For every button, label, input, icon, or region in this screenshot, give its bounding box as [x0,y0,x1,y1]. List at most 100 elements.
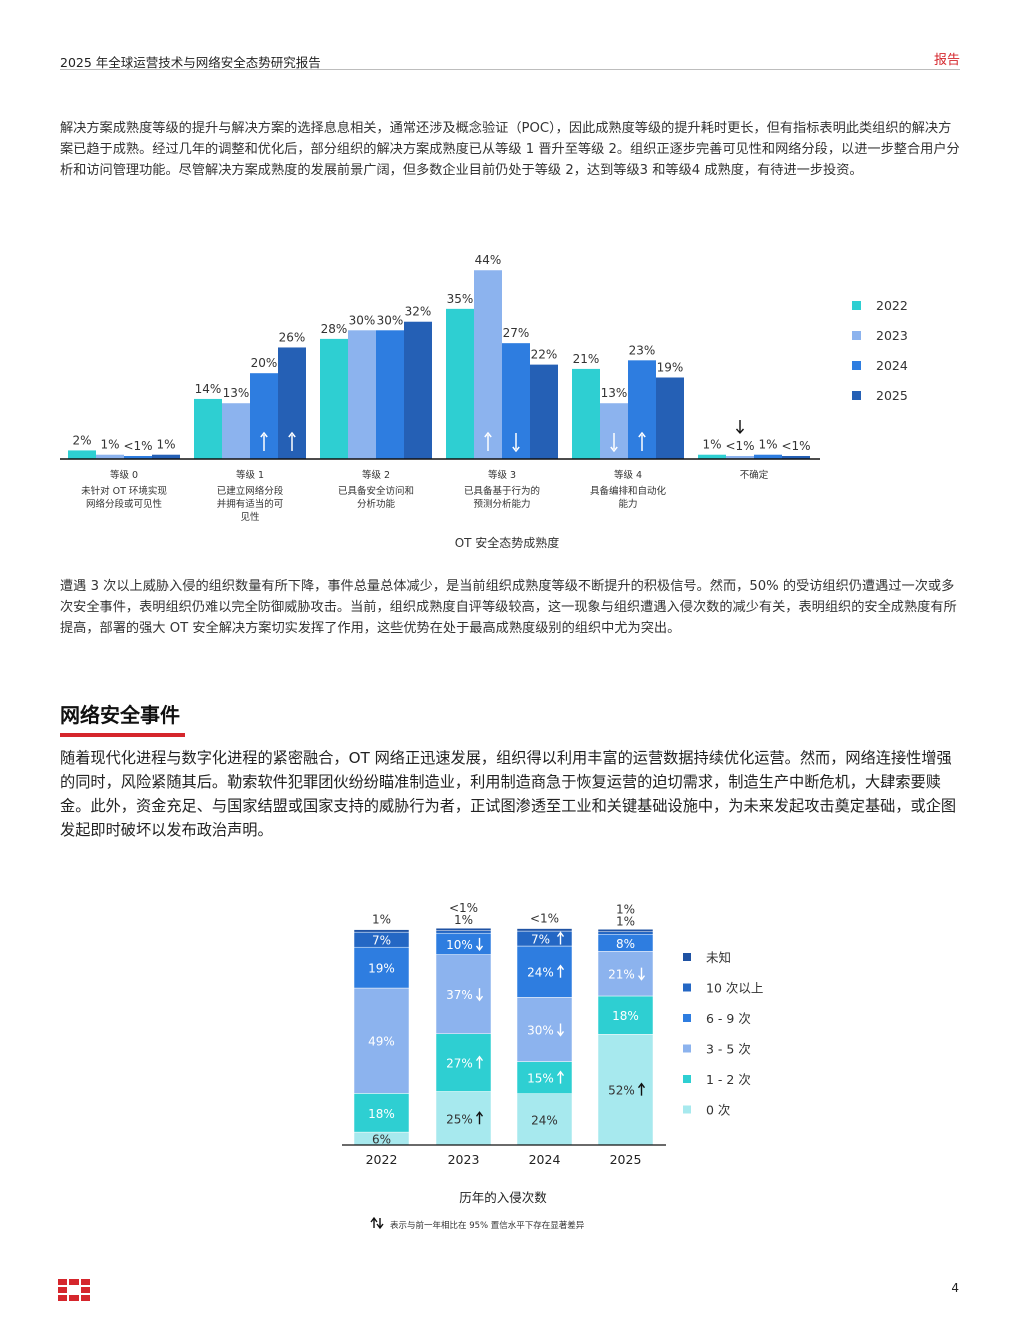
maturity-bar-2-2023 [348,330,376,459]
svg-text:2023: 2023 [876,328,908,343]
maturity-category-desc-2: 已具备安全访问和 [338,485,414,497]
significance-note: 表示与前一年相比在 95% 置信水平下存在显著差异 [370,1216,585,1231]
svg-text:未知: 未知 [706,950,731,965]
maturity-bar-3-2025 [530,364,558,459]
intrusion-arrow-up-icon [556,1070,565,1084]
page-number: 4 [951,1281,959,1295]
maturity-legend-item-2024: 2024 [852,358,908,373]
paragraph-intrusions: 遭遇 3 次以上威胁入侵的组织数量有所下降，事件总量总体减少，是当前组织成熟度等… [60,579,957,636]
intrusion-label-2022-0: 6% [372,1133,391,1147]
intrusion-segment-2025-2 [597,951,654,997]
maturity-bar-label-1-2022: 14% [195,382,222,396]
maturity-bar-label-2-2022: 28% [321,322,348,336]
maturity-category-5: 不确定 [740,469,769,481]
intrusion-arrow-up-icon [637,1082,646,1096]
maturity-category-0: 等级 0 [110,469,138,481]
intrusion-label-2024-5: <1% [530,912,559,926]
maturity-bar-label-3-2025: 22% [531,348,558,362]
intrusion-label-2024-2: 30% [527,1023,554,1037]
intrusion-label-2025-1: 18% [612,1009,639,1023]
intrusion-segment-2023-5 [435,927,492,931]
maturity-bar-label-3-2022: 35% [447,292,474,306]
intrusion-legend-item-0: 0 次 [683,1103,730,1118]
intrusion-label-2023-0: 25% [446,1112,473,1126]
maturity-bar-label-4-2025: 19% [657,360,684,374]
svg-text:3 - 5 次: 3 - 5 次 [706,1042,751,1057]
maturity-bar-5-2024 [754,454,782,459]
maturity-bar-label-0-2025: 1% [156,438,175,452]
intrusion-segment-2025-4 [597,931,654,935]
intrusion-segment-2024-1 [516,1061,573,1094]
intrusion-label-2025-0: 52% [608,1084,635,1098]
intrusion-arrow-down-icon [475,937,484,952]
maturity-arrow-up-icon [260,431,268,451]
header-title: 2025 年全球运营技术与网络安全态势研究报告 [60,55,321,70]
paragraph-cyber-events: 随着现代化进程与数字化进程的紧密融合，OT 网络正迅速发展，组织得以利用丰富的运… [60,749,957,839]
intrusion-label-2024-1: 15% [527,1072,554,1086]
maturity-bar-0-2025 [152,454,180,459]
maturity-bar-label-0-2022: 2% [72,433,91,447]
intrusion-legend-item-3: 6 - 9 次 [683,1011,751,1026]
maturity-bar-label-4-2023: 13% [601,386,628,400]
maturity-bar-label-5-2025: <1% [781,439,810,453]
maturity-chart-xlabel: OT 安全态势成熟度 [455,535,560,550]
header-report-tag[interactable]: 报告 [933,53,960,68]
header-divider [60,69,960,70]
intrusion-segment-2024-5 [516,928,573,932]
maturity-bar-2-2025 [404,321,432,459]
intrusion-arrow-up-icon [556,931,565,945]
maturity-arrow-down-icon [735,419,745,435]
maturity-bar-1-2023 [222,403,250,459]
maturity-category-desc-4: 能力 [618,498,637,510]
maturity-category-1: 等级 1 [236,469,264,481]
maturity-bar-0-2022 [68,450,96,459]
svg-text:6 - 9 次: 6 - 9 次 [706,1011,751,1026]
maturity-category-2: 等级 2 [362,469,390,481]
maturity-bar-4-2025 [656,377,684,459]
intrusion-label-2022-4: 7% [372,934,391,948]
maturity-chart-legend: 2022 2023 2024 2025 [852,298,908,403]
maturity-bar-label-1-2023: 13% [223,386,250,400]
maturity-bar-4-2022 [572,368,600,459]
maturity-category-desc-1: 并拥有适当的可 [217,498,284,510]
section-title: 网络安全事件 [60,703,180,727]
maturity-category-4: 等级 4 [614,469,642,481]
intrusion-label-2023-1: 27% [446,1057,473,1071]
maturity-bar-label-2-2023: 30% [349,313,376,327]
maturity-bar-5-2022 [698,454,726,459]
maturity-bar-4-2023 [600,403,628,459]
maturity-bar-1-2022 [194,398,222,459]
intrusion-arrow-down-icon [475,988,484,1002]
maturity-arrow-up-icon [288,431,296,451]
maturity-category-desc-3: 预测分析能力 [473,498,530,510]
intrusion-chart: 6%18%49%19%7%1%25%27%37%10%1%<1%24%15%30… [342,901,763,1231]
maturity-bar-5-2023 [726,455,754,459]
maturity-arrow-up-icon [484,431,492,451]
maturity-category-desc-3: 已具备基于行为的 [464,485,540,497]
svg-text:0 次: 0 次 [706,1103,730,1118]
maturity-bar-label-0-2024: <1% [123,439,152,453]
intrusion-legend-item-4: 10 次以上 [683,981,763,996]
intrusion-label-2024-0: 24% [531,1113,558,1127]
intrusion-category-2023: 2023 [448,1152,480,1167]
maturity-legend-item-2022: 2022 [852,298,908,313]
intrusion-arrow-up-icon [475,1055,484,1069]
intrusion-segment-2024-0 [516,1093,573,1146]
svg-text:2024: 2024 [876,358,908,373]
maturity-chart-bars: 2% 1% <1% 1%14% 13%20%26%28%30% 30%32%35%44%2… [68,253,811,459]
intrusion-label-2025-5: 1% [616,902,635,916]
intrusion-legend-item-1: 1 - 2 次 [683,1072,751,1087]
intrusion-segment-2024-2 [516,997,573,1062]
section-title-underline [60,733,185,737]
maturity-category-desc-1: 已建立网络分段 [217,485,284,497]
intrusion-chart-bars: 6%18%49%19%7%1%25%27%37%10%1%<1%24%15%30… [353,901,654,1147]
intrusion-arrow-up-icon [556,964,565,978]
intrusion-segment-2025-5 [597,929,654,933]
significance-note-text: 表示与前一年相比在 95% 置信水平下存在显著差异 [390,1220,585,1231]
maturity-legend-item-2023: 2023 [852,328,908,343]
maturity-bar-5-2025 [782,455,810,459]
intrusion-segment-2023-4 [435,930,492,934]
intrusion-label-2023-2: 37% [446,988,473,1002]
maturity-category-3: 等级 3 [488,469,516,481]
